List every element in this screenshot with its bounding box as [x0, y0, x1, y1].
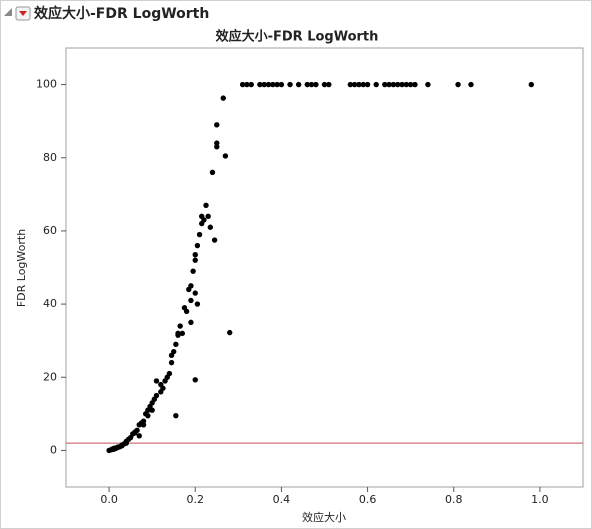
- point: [149, 407, 155, 413]
- y-axis-title: FDR LogWorth: [15, 229, 28, 307]
- point: [136, 433, 142, 439]
- point: [188, 283, 194, 289]
- point: [140, 422, 147, 428]
- point: [274, 81, 280, 88]
- point: [192, 257, 198, 263]
- point: [192, 251, 198, 258]
- point: [265, 81, 272, 88]
- x-tick-label: 0.6: [359, 493, 377, 506]
- point: [248, 81, 254, 88]
- point: [468, 81, 474, 88]
- point: [188, 297, 194, 304]
- disclosure-icon[interactable]: [4, 8, 12, 16]
- point: [220, 95, 226, 101]
- point: [244, 81, 250, 88]
- point: [177, 323, 183, 329]
- point: [399, 81, 405, 88]
- point: [194, 301, 201, 307]
- point: [304, 81, 310, 88]
- point: [382, 81, 388, 88]
- panel-title: 效应大小-FDR LogWorth: [34, 5, 209, 22]
- point: [203, 202, 209, 209]
- point: [360, 81, 366, 88]
- point: [173, 341, 179, 348]
- point: [222, 153, 229, 159]
- point: [145, 412, 151, 419]
- y-tick-label: 80: [43, 151, 57, 164]
- x-axis-title: 效应大小: [302, 510, 346, 524]
- point: [160, 385, 166, 391]
- point: [196, 231, 203, 238]
- point: [390, 81, 397, 88]
- x-tick-label: 0.4: [273, 493, 291, 506]
- point: [412, 81, 418, 88]
- point: [183, 308, 190, 315]
- point: [153, 392, 160, 399]
- point: [403, 81, 410, 88]
- x-tick-label: 0.0: [100, 493, 118, 506]
- point: [209, 169, 216, 176]
- point: [134, 427, 140, 433]
- point: [179, 330, 186, 337]
- point: [356, 81, 362, 88]
- point: [313, 81, 319, 88]
- point: [166, 370, 173, 377]
- point: [528, 81, 534, 88]
- point: [425, 81, 431, 88]
- plot-frame: [65, 47, 584, 488]
- point: [386, 81, 392, 88]
- point: [308, 81, 315, 88]
- x-tick-label: 0.2: [187, 493, 205, 506]
- point: [287, 81, 293, 88]
- point: [192, 377, 198, 383]
- point: [351, 81, 358, 88]
- point: [168, 359, 175, 366]
- menu-arrow: [19, 11, 27, 16]
- y-tick-label: 20: [43, 370, 57, 383]
- chart-title: 效应大小-FDR LogWorth: [216, 29, 379, 45]
- point: [257, 81, 263, 88]
- point: [455, 81, 461, 88]
- point: [270, 81, 276, 88]
- point: [278, 81, 285, 88]
- point: [153, 378, 160, 384]
- point: [175, 332, 181, 338]
- point: [207, 224, 214, 230]
- point: [171, 348, 177, 355]
- x-tick-label: 1.0: [531, 493, 549, 506]
- point: [373, 81, 379, 88]
- point: [173, 412, 179, 419]
- point: [347, 81, 354, 88]
- point: [326, 81, 332, 88]
- point: [190, 268, 196, 274]
- y-tick-label: 100: [36, 78, 57, 91]
- point: [188, 319, 194, 326]
- point: [192, 290, 198, 296]
- point: [227, 329, 233, 336]
- point: [295, 81, 302, 88]
- point: [395, 81, 401, 88]
- point: [364, 81, 371, 88]
- point: [194, 242, 201, 249]
- x-tick-label: 0.8: [445, 493, 463, 506]
- y-tick-label: 0: [50, 443, 57, 456]
- y-tick-label: 40: [43, 297, 57, 310]
- y-tick-label: 60: [43, 224, 57, 237]
- point: [201, 217, 207, 223]
- point: [239, 81, 246, 88]
- point: [205, 213, 211, 219]
- point: [261, 81, 267, 88]
- point: [211, 237, 218, 243]
- point: [214, 144, 220, 150]
- point: [214, 122, 220, 128]
- point: [407, 81, 414, 88]
- point: [321, 81, 328, 88]
